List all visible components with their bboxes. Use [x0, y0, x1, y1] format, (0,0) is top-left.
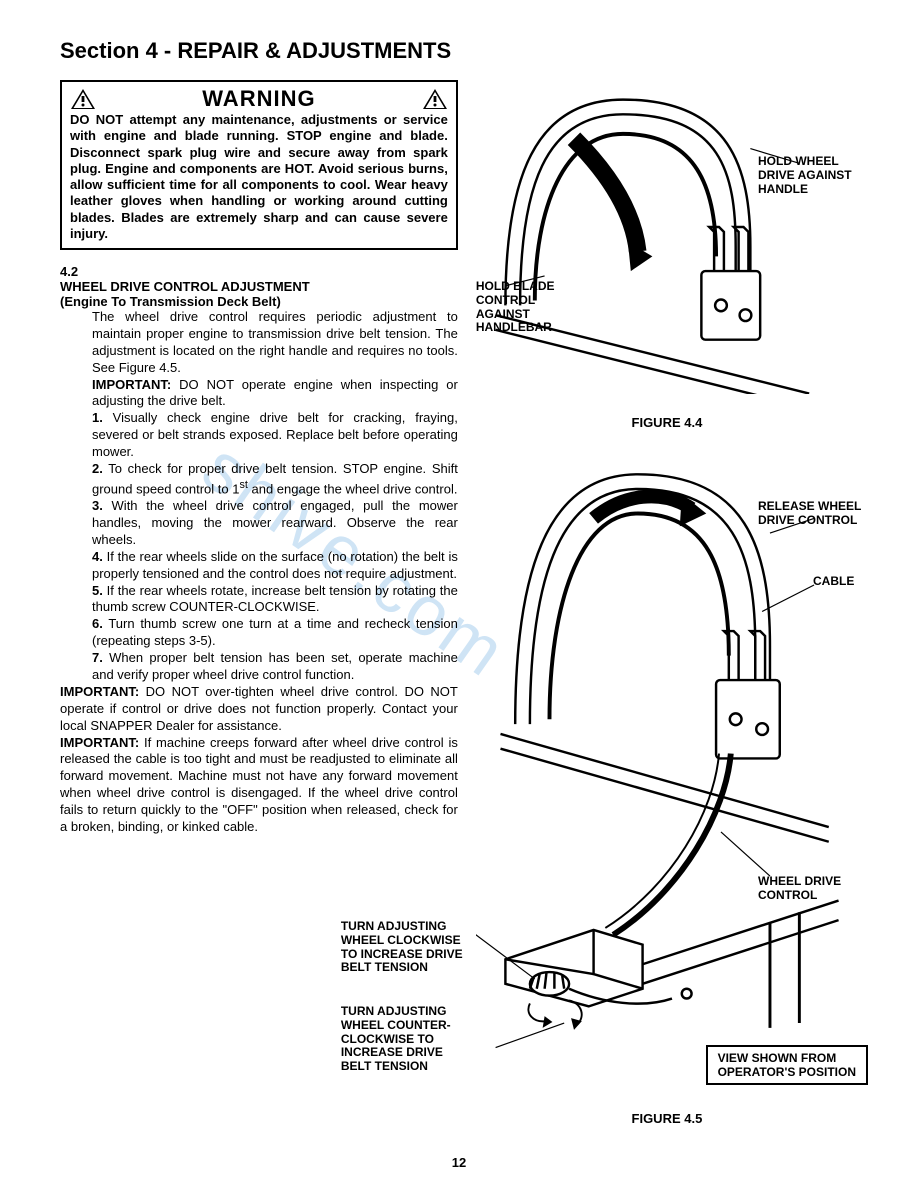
figure-4-4: HOLD WHEEL DRIVE AGAINST HANDLE HOLD BLA… [476, 80, 858, 430]
step-text: With the wheel drive control engaged, pu… [92, 498, 458, 547]
warning-icon [422, 88, 448, 110]
important-label: IMPORTANT: [92, 377, 171, 392]
label-cable: CABLE [813, 575, 873, 589]
section-subtitle: (Engine To Transmission Deck Belt) [60, 294, 281, 309]
step-text: If the rear wheels slide on the surface … [92, 549, 458, 581]
step-text: Turn thumb screw one turn at a time and … [92, 616, 458, 648]
step-7: 7. When proper belt tension has been set… [92, 650, 458, 684]
section-number: 4.2 [60, 264, 90, 279]
section-intro: The wheel drive control requires periodi… [92, 309, 458, 377]
warning-box: WARNING DO NOT attempt any maintenance, … [60, 80, 458, 250]
label-release: RELEASE WHEEL DRIVE CONTROL [758, 500, 873, 528]
step-2: 2. To check for proper drive belt tensio… [92, 461, 458, 498]
figure-4-5-svg [476, 440, 858, 1087]
step-text: and engage the wheel drive control. [248, 481, 458, 496]
view-box-line2: OPERATOR'S POSITION [718, 1065, 856, 1079]
section-4-2: 4.2WHEEL DRIVE CONTROL ADJUSTMENT(Engine… [60, 264, 458, 836]
step-sup: st [239, 479, 247, 491]
step-4: 4. If the rear wheels slide on the surfa… [92, 549, 458, 583]
step-num: 1. [92, 410, 103, 425]
label-hold-blade: HOLD BLADE CONTROL AGAINST HANDLEBAR [476, 280, 571, 335]
page-title: Section 4 - REPAIR & ADJUSTMENTS [60, 38, 858, 64]
step-num: 5. [92, 583, 103, 598]
step-3: 3. With the wheel drive control engaged,… [92, 498, 458, 549]
important-label: IMPORTANT: [60, 735, 139, 750]
figure-4-4-caption: FIGURE 4.4 [476, 415, 858, 430]
section-title: WHEEL DRIVE CONTROL ADJUSTMENT [60, 279, 310, 294]
important-1: IMPORTANT: DO NOT operate engine when in… [92, 377, 458, 411]
step-num: 7. [92, 650, 103, 665]
label-turn-ccw: TURN ADJUSTING WHEEL COUNTER-CLOCKWISE T… [341, 1005, 476, 1074]
step-1: 1. Visually check engine drive belt for … [92, 410, 458, 461]
page-number: 12 [0, 1155, 918, 1170]
label-wheel-drive: WHEEL DRIVE CONTROL [758, 875, 848, 903]
figure-4-5: RELEASE WHEEL DRIVE CONTROL CABLE WHEEL … [476, 440, 858, 1120]
step-5: 5. If the rear wheels rotate, increase b… [92, 583, 458, 617]
important-3: IMPORTANT: If machine creeps forward aft… [60, 735, 458, 836]
label-hold-wheel: HOLD WHEEL DRIVE AGAINST HANDLE [758, 155, 868, 196]
step-num: 3. [92, 498, 103, 513]
step-num: 4. [92, 549, 103, 564]
important-label: IMPORTANT: [60, 684, 139, 699]
right-column: HOLD WHEEL DRIVE AGAINST HANDLE HOLD BLA… [476, 80, 858, 1120]
step-num: 2. [92, 461, 103, 476]
label-turn-cw: TURN ADJUSTING WHEEL CLOCKWISE TO INCREA… [341, 920, 476, 975]
warning-header: WARNING [70, 86, 448, 112]
step-text: Visually check engine drive belt for cra… [92, 410, 458, 459]
step-6: 6. Turn thumb screw one turn at a time a… [92, 616, 458, 650]
step-text: When proper belt tension has been set, o… [92, 650, 458, 682]
view-box-line1: VIEW SHOWN FROM [718, 1051, 837, 1065]
view-box: VIEW SHOWN FROM OPERATOR'S POSITION [706, 1045, 868, 1085]
figure-4-5-caption: FIGURE 4.5 [476, 1111, 858, 1126]
warning-icon [70, 88, 96, 110]
figure-4-4-svg [476, 80, 858, 394]
warning-text: DO NOT attempt any maintenance, adjustme… [70, 112, 448, 242]
step-num: 6. [92, 616, 103, 631]
warning-heading: WARNING [202, 86, 315, 112]
step-text: If the rear wheels rotate, increase belt… [92, 583, 458, 615]
important-2: IMPORTANT: DO NOT over-tighten wheel dri… [60, 684, 458, 735]
